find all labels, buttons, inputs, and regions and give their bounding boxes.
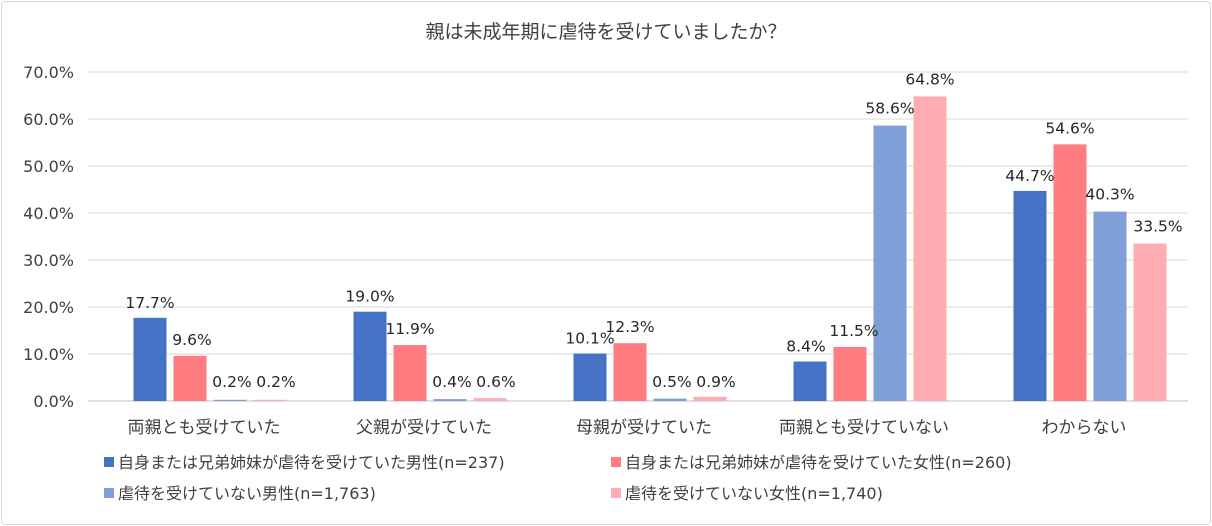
data-label: 58.6% (865, 100, 914, 118)
data-label: 17.7% (125, 294, 174, 312)
data-label: 33.5% (1133, 218, 1182, 236)
bar (473, 398, 507, 401)
x-axis: 両親とも受けていた 父親が受けていた 母親が受けていた 両親とも受けていない わからない (128, 418, 1127, 438)
data-label: 44.7% (1005, 167, 1054, 185)
data-label: 11.9% (385, 320, 434, 338)
bar (1053, 144, 1087, 401)
bar (693, 396, 727, 401)
data-label: 0.6% (476, 373, 515, 391)
bar (393, 345, 427, 401)
bar (173, 355, 207, 401)
legend-label: 自身または兄弟姉妹が虐待を受けていた男性(n=237) (118, 453, 505, 472)
data-label: 8.4% (786, 338, 825, 356)
data-label: 0.4% (432, 373, 471, 391)
data-label: 64.8% (905, 70, 954, 88)
y-tick-label: 70.0% (23, 63, 74, 82)
y-tick-label: 10.0% (23, 345, 74, 364)
legend-label: 虐待を受けていない女性(n=1,740) (625, 484, 883, 503)
data-label: 0.5% (652, 373, 691, 391)
x-tick-label: 父親が受けていた (356, 418, 492, 438)
data-label: 9.6% (172, 331, 211, 349)
legend-swatch (104, 488, 114, 498)
data-labels: 17.7% 9.6% 0.2% 0.2% 19.0% 11.9% 0.4% 0.6% 10.1%… (125, 70, 1182, 391)
bar (213, 399, 247, 401)
data-label: 12.3% (605, 318, 654, 336)
legend-label: 虐待を受けていない男性(n=1,763) (118, 484, 376, 503)
bar (653, 398, 687, 401)
data-label: 54.6% (1045, 119, 1094, 137)
bar (353, 311, 387, 401)
y-axis: 0.0% 10.0% 20.0% 30.0% 40.0% 50.0% 60.0% 70.0% (23, 63, 74, 411)
data-label: 0.2% (212, 373, 251, 391)
x-tick-label: 両親とも受けていない (779, 418, 949, 438)
legend-swatch (104, 457, 114, 467)
bar (253, 399, 287, 401)
bars (133, 96, 1167, 401)
bar (433, 399, 467, 401)
y-tick-label: 20.0% (23, 298, 74, 317)
y-tick-label: 30.0% (23, 251, 74, 270)
y-tick-label: 60.0% (23, 110, 74, 129)
bar (573, 353, 607, 401)
bar (1133, 243, 1167, 401)
legend-swatch (611, 488, 621, 498)
data-label: 10.1% (565, 330, 614, 348)
bar (1093, 211, 1127, 401)
bar (873, 125, 907, 401)
legend-label: 自身または兄弟姉妹が虐待を受けていた女性(n=260) (625, 453, 1012, 472)
bar (793, 361, 827, 401)
legend-swatch (611, 457, 621, 467)
chart-title: 親は未成年期に虐待を受けていましたか？ (425, 21, 786, 43)
data-label: 0.9% (696, 373, 735, 391)
data-label: 11.5% (829, 322, 878, 340)
x-tick-label: 両親とも受けていた (128, 418, 281, 438)
legend: 自身または兄弟姉妹が虐待を受けていた男性(n=237) 自身または兄弟姉妹が虐待を… (104, 453, 1012, 503)
bar (913, 96, 947, 401)
data-label: 19.0% (345, 288, 394, 306)
bar (133, 317, 167, 401)
bar (833, 346, 867, 401)
y-tick-label: 50.0% (23, 157, 74, 176)
x-tick-label: 母親が受けていた (576, 418, 712, 438)
y-tick-label: 40.0% (23, 204, 74, 223)
y-tick-label: 0.0% (33, 392, 74, 411)
data-label: 0.2% (256, 373, 295, 391)
bar (613, 343, 647, 401)
x-tick-label: わからない (1042, 418, 1127, 438)
bar (1013, 190, 1047, 401)
data-label: 40.3% (1085, 186, 1134, 204)
